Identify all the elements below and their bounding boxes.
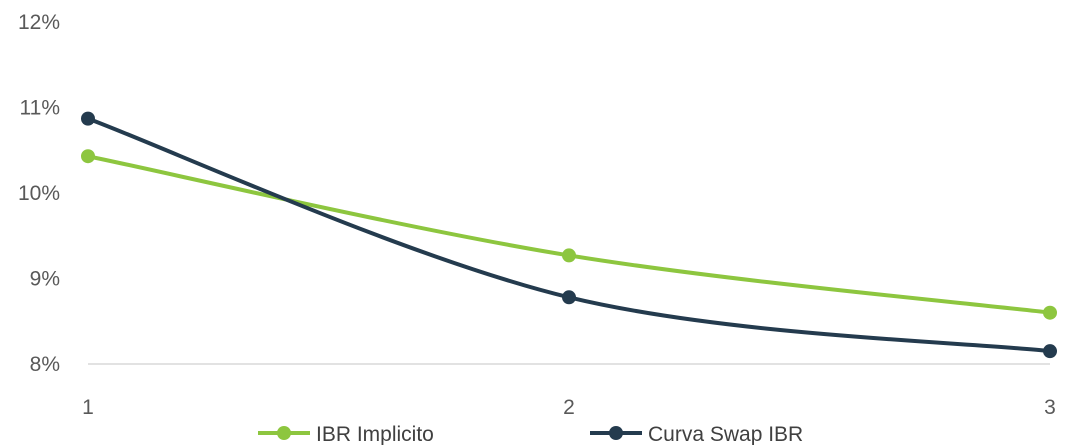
y-tick-label: 8% xyxy=(30,353,60,376)
data-point xyxy=(1043,344,1057,359)
x-tick-label: 1 xyxy=(82,396,94,419)
data-point xyxy=(1043,305,1057,320)
legend-label: Curva Swap IBR xyxy=(648,423,803,445)
y-tick-label: 11% xyxy=(20,97,60,120)
legend: IBR Implicito Curva Swap IBR xyxy=(258,423,803,445)
legend-item: IBR Implicito xyxy=(258,423,434,445)
y-tick-label: 9% xyxy=(30,268,60,291)
y-axis-ticks: 8% 9% 10% 11% 12% xyxy=(18,11,60,376)
x-tick-label: 2 xyxy=(563,396,575,419)
series-lines xyxy=(86,116,1052,354)
x-axis-ticks: 1 2 3 xyxy=(82,396,1056,419)
series-points xyxy=(81,111,1057,359)
series-line-2 xyxy=(86,116,1052,354)
data-point xyxy=(81,149,95,164)
x-tick-label: 3 xyxy=(1044,396,1056,419)
data-point xyxy=(562,248,576,263)
legend-label: IBR Implicito xyxy=(316,423,434,445)
legend-item: Curva Swap IBR xyxy=(590,423,803,445)
data-point xyxy=(81,111,95,126)
y-tick-label: 12% xyxy=(18,11,60,34)
legend-point-marker xyxy=(609,426,623,440)
legend-point-marker xyxy=(277,426,291,440)
y-tick-label: 10% xyxy=(18,182,60,205)
data-point xyxy=(562,290,576,305)
